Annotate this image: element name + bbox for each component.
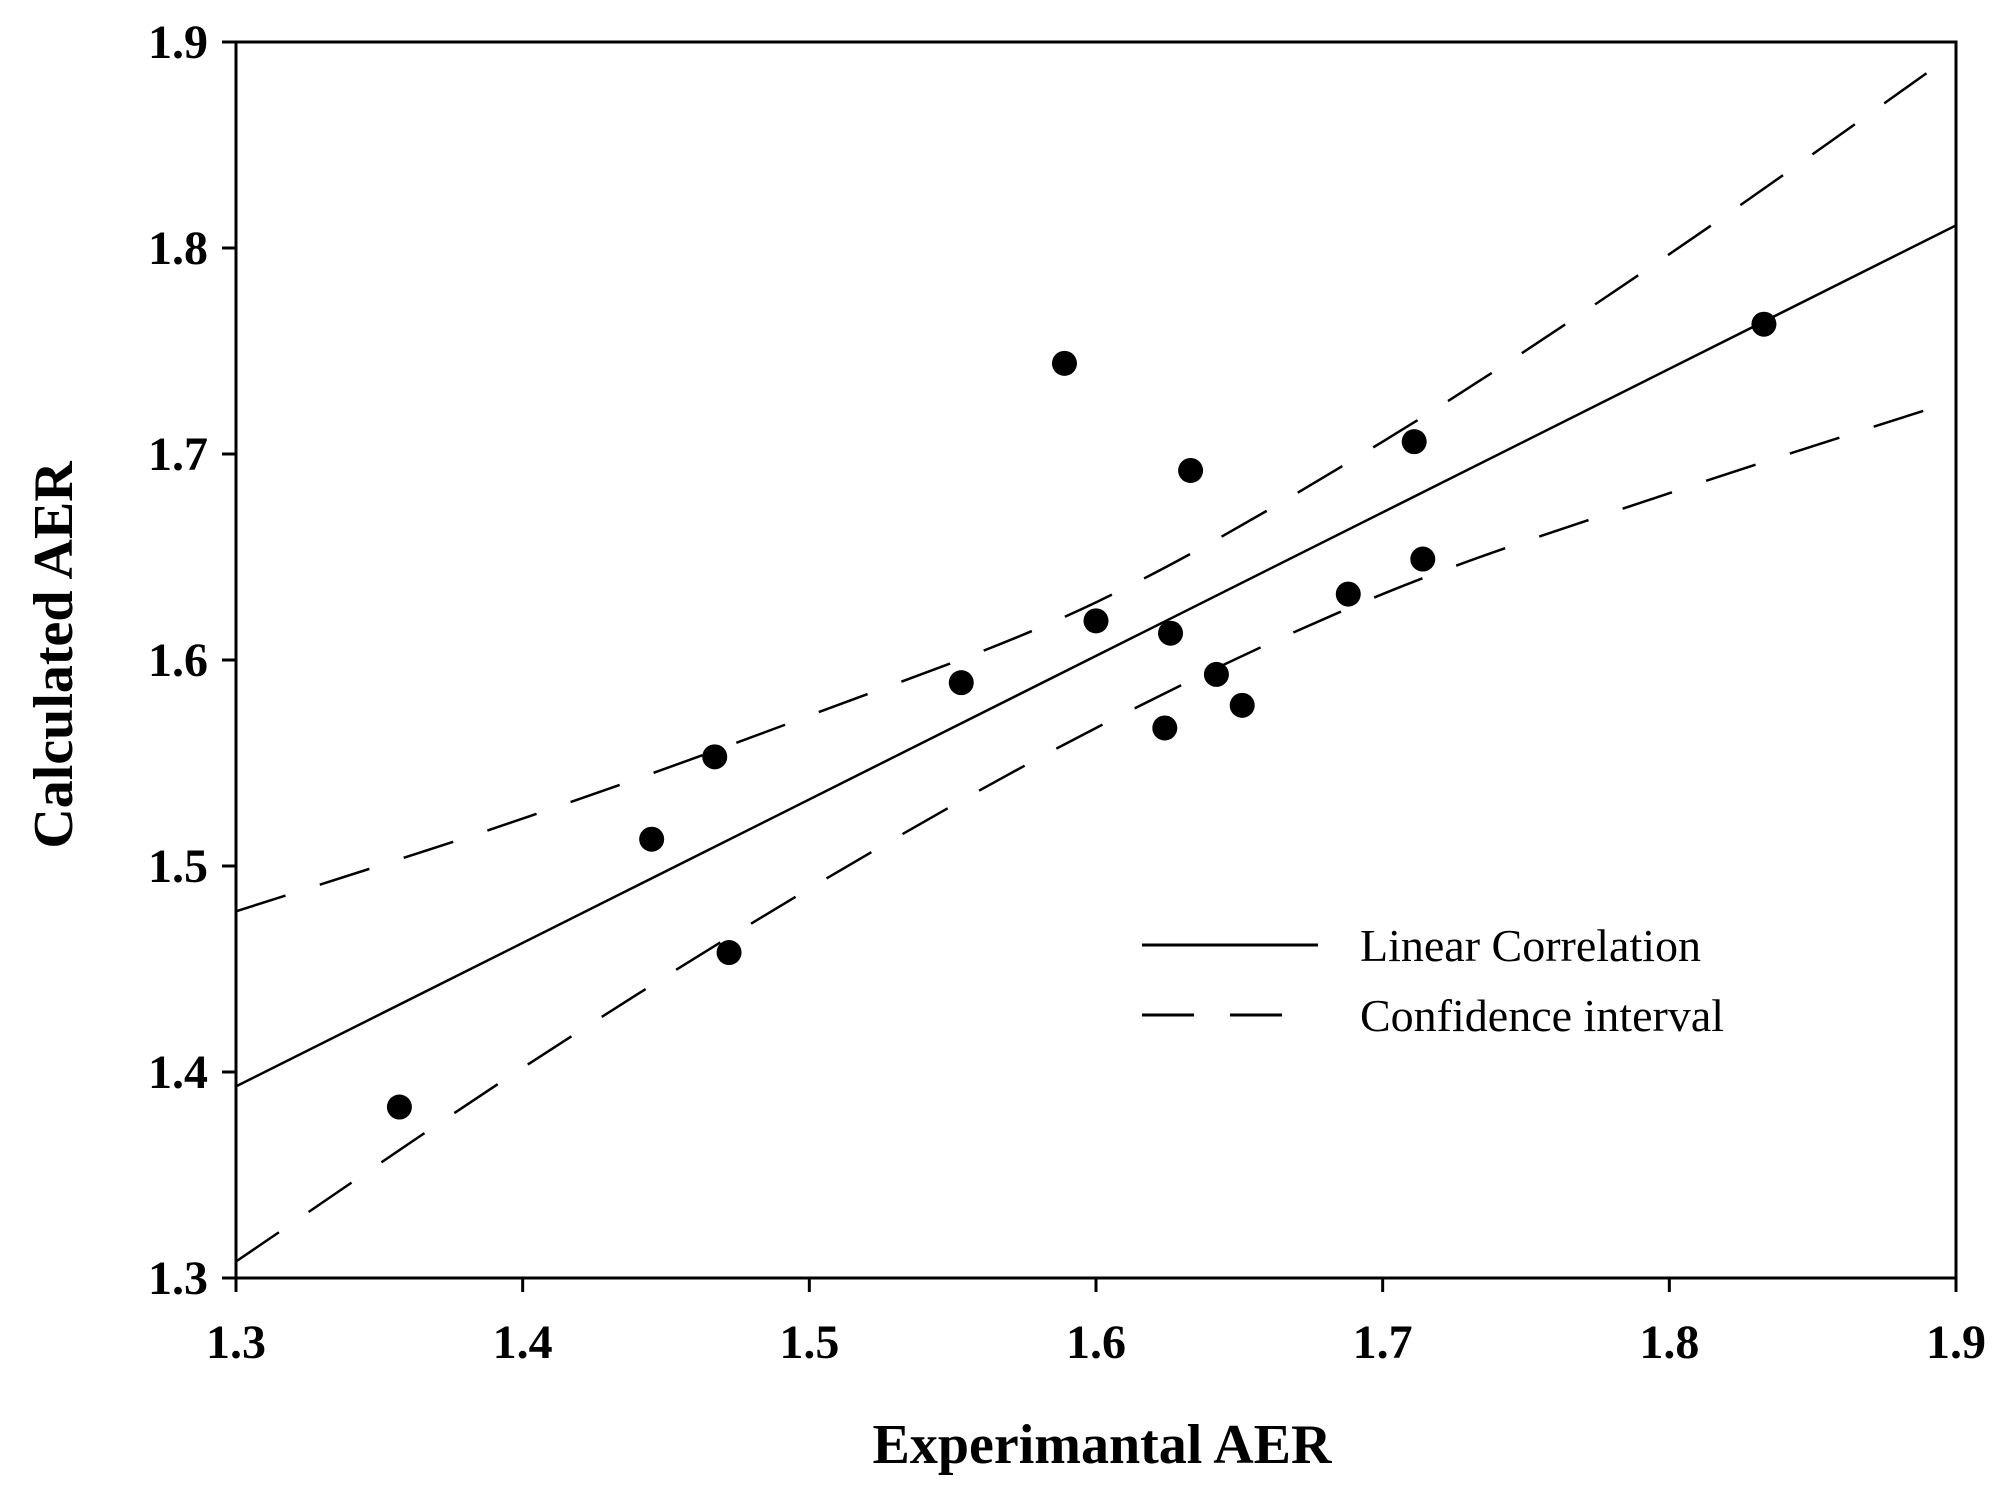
x-tick-label: 1.8: [1639, 1316, 1699, 1369]
data-point: [1229, 692, 1255, 718]
legend: Linear Correlation Confidence interval: [1142, 920, 1724, 1041]
x-tick-label: 1.7: [1353, 1316, 1413, 1369]
x-tick-label: 1.6: [1066, 1316, 1126, 1369]
upper-confidence-line: [235, 51, 1957, 913]
y-axis-ticks: 1.3 1.4 1.5 1.6 1.7 1.8 1.9: [148, 16, 236, 1305]
y-tick-label: 1.4: [148, 1046, 208, 1099]
data-points: [386, 311, 1777, 1120]
data-point: [702, 744, 728, 770]
y-axis-title: Calculated AER: [23, 461, 85, 849]
y-tick-label: 1.8: [148, 222, 208, 275]
data-point: [716, 940, 742, 966]
x-tick-label: 1.3: [206, 1316, 266, 1369]
linear-correlation-line: [235, 224, 1957, 1088]
data-point: [1158, 620, 1184, 646]
y-tick-label: 1.7: [148, 428, 208, 481]
x-tick-label: 1.5: [779, 1316, 839, 1369]
legend-label-confidence-interval: Confidence interval: [1360, 990, 1724, 1041]
x-tick-label: 1.9: [1926, 1316, 1986, 1369]
data-point: [1203, 661, 1229, 687]
plot-frame: [234, 40, 1958, 1280]
data-point: [1410, 546, 1436, 572]
data-point: [1152, 715, 1178, 741]
data-point: [1335, 581, 1361, 607]
data-point: [386, 1094, 412, 1120]
data-point: [948, 670, 974, 696]
x-tick-label: 1.4: [493, 1316, 553, 1369]
legend-label-linear-correlation: Linear Correlation: [1360, 920, 1701, 971]
plot-area: [234, 40, 1958, 1280]
y-tick-label: 1.5: [148, 840, 208, 893]
data-point: [1401, 429, 1427, 455]
data-point: [1751, 311, 1777, 337]
fit-lines: [235, 51, 1957, 1263]
y-tick-label: 1.6: [148, 634, 208, 687]
y-tick-label: 1.3: [148, 1252, 208, 1305]
x-axis-ticks: 1.3 1.4 1.5 1.6 1.7 1.8 1.9: [206, 1278, 1986, 1369]
data-point: [1178, 457, 1204, 483]
lower-confidence-line: [235, 399, 1957, 1263]
data-point: [639, 826, 665, 852]
x-axis-title: Experimantal AER: [873, 1414, 1332, 1476]
data-point: [1083, 608, 1109, 634]
data-point: [1051, 350, 1077, 376]
y-tick-label: 1.9: [148, 16, 208, 69]
